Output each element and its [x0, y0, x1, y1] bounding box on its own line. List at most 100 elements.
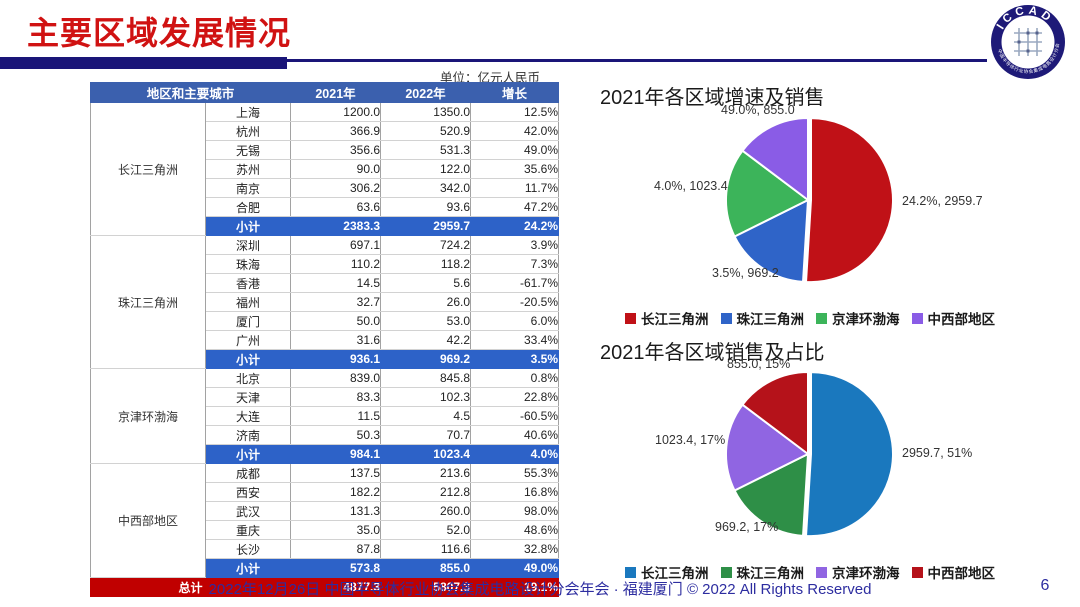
chart-sales-share: 2021年各区域销售及占比 2959.7, 51% 969.2, 17% 102… [590, 330, 1080, 592]
city-cell: 香港 [205, 273, 291, 293]
growth-cell: 33.4% [470, 330, 559, 350]
value-2021-cell: 839.0 [290, 368, 381, 388]
legend-label: 珠江三角洲 [736, 312, 805, 327]
table-row: 大连 11.5 4.5 -60.5% [91, 406, 559, 426]
pie-slice-珠江三角洲 [733, 199, 809, 283]
city-cell: 长沙 [205, 539, 291, 559]
legend-item: 长江三角洲 [625, 308, 709, 328]
chart-title: 2021年各区域销售及占比 [600, 342, 825, 364]
total-growth: 19.1% [470, 577, 559, 597]
pie-slice-京津环渤海 [725, 149, 809, 238]
header-2022: 2022年 [380, 82, 471, 103]
subtotal-label: 小计 [205, 444, 291, 464]
value-2021-cell: 356.6 [290, 140, 381, 160]
city-cell: 武汉 [205, 501, 291, 521]
legend-item: 长江三角洲 [625, 562, 709, 582]
table-row: 南京 306.2 342.0 11.7% [91, 178, 559, 198]
pie-slice-中西部地区 [741, 117, 810, 201]
title-underline-bar [0, 57, 287, 69]
table-row: 京津环渤海 北京 839.0 845.8 0.8% [90, 368, 559, 464]
value-2022-cell: 520.9 [380, 121, 471, 141]
pie-label-bohai: 4.0%, 1023.4 [654, 179, 728, 193]
subtotal-growth: 49.0% [470, 558, 559, 578]
table-row: 厦门 50.0 53.0 6.0% [91, 311, 559, 331]
table-row: 珠江三角洲 深圳 697.1 724.2 3.9% [90, 235, 559, 369]
value-2021-cell: 87.8 [290, 539, 381, 559]
city-cell: 杭州 [205, 121, 291, 141]
city-cell: 天津 [205, 387, 291, 407]
subtotal-2021: 573.8 [290, 558, 381, 578]
table-row: 无锡 356.6 531.3 49.0% [91, 140, 559, 160]
value-2022-cell: 102.3 [380, 387, 471, 407]
legend-color-chip [625, 312, 636, 324]
growth-cell: 7.3% [470, 254, 559, 274]
pie-label-bohai: 1023.4, 17% [655, 433, 726, 447]
subtotal-label: 小计 [205, 216, 291, 236]
city-cell: 苏州 [205, 159, 291, 179]
growth-cell: 11.7% [470, 178, 559, 198]
table-row: 天津 83.3 102.3 22.8% [91, 387, 559, 407]
region-table: 地区和主要城市 2021年 2022年 增长 长江三角洲 上海 1200.0 1350… [90, 82, 559, 597]
legend-label: 京津环渤海 [832, 566, 900, 581]
unit-label: 单位：亿元人民币 [439, 71, 540, 85]
region-cell: 中西部地区 [90, 463, 206, 578]
subtotal-label: 小计 [205, 349, 291, 369]
iccad-logo: ICCAD 中国半导体行业协会集成电路设计分会 [991, 5, 1065, 79]
subtotal-2022: 855.0 [380, 558, 471, 578]
value-2021-cell: 63.6 [290, 197, 381, 217]
table-row: 珠海 110.2 118.2 7.3% [91, 254, 559, 274]
value-2022-cell: 213.6 [380, 463, 471, 483]
value-2021-cell: 50.3 [290, 425, 381, 445]
header-growth: 增长 [470, 82, 559, 103]
legend-label: 京津环渤海 [832, 312, 900, 327]
legend-color-chip [816, 566, 827, 578]
city-cell: 珠海 [205, 254, 291, 274]
subtotal-2022: 2959.7 [380, 216, 471, 236]
table-row: 杭州 366.9 520.9 42.0% [91, 121, 559, 141]
growth-cell: -20.5% [470, 292, 559, 312]
value-2021-cell: 697.1 [290, 235, 381, 255]
growth-cell: 12.5% [470, 102, 559, 122]
value-2022-cell: 845.8 [380, 368, 471, 388]
pie-label-yangtze: 2959.7, 51% [902, 446, 973, 460]
value-2022-cell: 724.2 [380, 235, 471, 255]
legend-item: 京津环渤海 [816, 562, 900, 582]
table-header-row: 地区和主要城市 2021年 2022年 增长 [90, 82, 559, 103]
growth-cell: 55.3% [470, 463, 559, 483]
city-cell: 重庆 [205, 520, 291, 540]
table-row: 长沙 87.8 116.6 32.8% [91, 539, 559, 559]
legend-color-chip [911, 566, 923, 578]
pie-slice-中西部地区 [741, 371, 810, 455]
table-row: 济南 50.3 70.7 40.6% [91, 425, 559, 445]
region-cell: 珠江三角洲 [90, 235, 206, 369]
table-row: 香港 14.5 5.6 -61.7% [91, 273, 559, 293]
value-2022-cell: 212.8 [380, 482, 471, 502]
value-2021-cell: 32.7 [290, 292, 381, 312]
value-2022-cell: 53.0 [380, 311, 471, 331]
pie-label-midwest: 49.0%, 855.0 [721, 103, 795, 117]
growth-cell: 47.2% [470, 197, 559, 217]
city-cell: 成都 [205, 463, 291, 483]
pie-slice-珠江三角洲 [733, 453, 809, 537]
subtotal-2021: 936.1 [290, 349, 381, 369]
value-2022-cell: 260.0 [380, 501, 471, 521]
chart-legend: 长江三角洲 珠江三角洲 京津环渤海 中西部地区 [590, 562, 1030, 582]
legend-color-chip [625, 566, 636, 578]
subtotal-growth: 4.0% [470, 444, 559, 464]
pie-chart [725, 117, 894, 284]
legend-label: 珠江三角洲 [736, 566, 805, 581]
value-2022-cell: 42.2 [380, 330, 471, 350]
pie-label-pearl: 3.5%, 969.2 [712, 266, 779, 280]
pie-label-yangtze: 24.2%, 2959.7 [902, 194, 983, 208]
table-row: 苏州 90.0 122.0 35.6% [91, 159, 559, 179]
growth-cell: 48.6% [470, 520, 559, 540]
pie-chart [725, 371, 894, 538]
value-2021-cell: 110.2 [290, 254, 381, 274]
growth-cell: 16.8% [470, 482, 559, 502]
value-2022-cell: 5.6 [380, 273, 471, 293]
value-2022-cell: 122.0 [380, 159, 471, 179]
subtotal-2021: 2383.3 [290, 216, 381, 236]
legend-label: 中西部地区 [927, 566, 996, 581]
table-row: 广州 31.6 42.2 33.4% [91, 330, 559, 350]
